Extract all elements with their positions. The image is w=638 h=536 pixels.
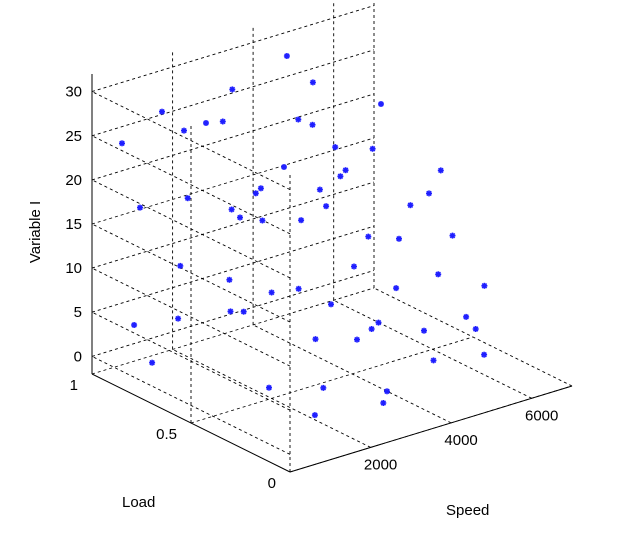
z-tick-label: 0	[74, 348, 82, 365]
data-point	[365, 233, 372, 240]
data-point	[368, 326, 375, 332]
grid-line	[91, 225, 375, 313]
data-point	[354, 336, 360, 343]
data-point	[281, 164, 287, 170]
y-tick-label: 1	[70, 377, 78, 394]
data-point	[257, 185, 264, 192]
x-tick-label: 2000	[364, 456, 397, 473]
data-point	[240, 308, 247, 315]
data-point	[137, 204, 143, 211]
data-point	[228, 206, 235, 213]
grid-lines	[91, 0, 573, 473]
data-point	[229, 86, 236, 93]
grid-line	[91, 5, 375, 93]
z-tick-label: 10	[65, 260, 82, 277]
data-point	[337, 173, 344, 180]
y-axis-line	[91, 373, 291, 473]
grid-line	[373, 287, 573, 387]
data-point	[472, 326, 479, 332]
grid-line	[91, 181, 375, 269]
data-point	[309, 121, 316, 128]
data-point	[149, 359, 156, 366]
grid-line	[172, 348, 371, 448]
data-point	[332, 144, 339, 151]
z-tick-label: 30	[65, 84, 82, 101]
data-point	[375, 319, 382, 326]
data-point	[159, 108, 165, 115]
grid-line	[91, 93, 375, 181]
z-tick-label: 5	[74, 304, 82, 321]
data-point	[259, 217, 266, 224]
data-point	[393, 285, 400, 292]
data-point	[295, 285, 302, 292]
data-point	[323, 203, 330, 210]
grid-line	[91, 287, 375, 375]
data-point	[463, 313, 470, 320]
grid-line	[91, 269, 375, 357]
data-point	[396, 235, 402, 242]
data-point	[119, 140, 125, 147]
data-point	[435, 271, 442, 278]
grid-line	[91, 135, 291, 235]
data-point	[283, 53, 290, 59]
x-tick-label: 4000	[444, 432, 477, 449]
y-axis-label: Load	[122, 494, 155, 511]
data-point	[311, 412, 318, 419]
data-point	[407, 202, 414, 209]
y-tick-label: 0	[268, 475, 276, 492]
data-point	[227, 308, 234, 315]
data-point	[378, 101, 384, 107]
data-point	[426, 190, 432, 197]
data-point	[421, 327, 427, 334]
data-point	[481, 282, 488, 289]
data-point	[380, 400, 387, 406]
z-axis-label: Variable I	[27, 201, 44, 263]
data-point	[268, 289, 275, 296]
data-point	[312, 336, 319, 343]
z-tick-label: 15	[65, 216, 82, 233]
data-point	[430, 357, 437, 364]
z-tick-label: 20	[65, 172, 82, 189]
data-point	[184, 195, 191, 202]
data-point	[175, 315, 182, 322]
data-point	[252, 190, 259, 197]
x-tick-label: 6000	[525, 407, 558, 424]
data-point	[309, 79, 316, 86]
data-point	[328, 301, 334, 308]
z-tick-label: 25	[65, 128, 82, 145]
grid-line	[91, 355, 291, 455]
data-point	[351, 263, 357, 270]
x-axis-label: Speed	[446, 502, 489, 519]
data-point	[437, 167, 444, 174]
grid-line	[91, 267, 291, 367]
data-point	[449, 232, 456, 239]
data-point	[181, 127, 187, 134]
data-point	[342, 167, 349, 174]
data-points	[119, 53, 488, 419]
data-point	[316, 186, 323, 193]
data-point	[266, 384, 272, 391]
y-tick-label: 0.5	[156, 426, 177, 443]
axes	[91, 74, 573, 473]
data-point	[298, 217, 305, 224]
grid-line	[91, 49, 375, 137]
data-point	[481, 351, 488, 358]
data-point	[237, 214, 243, 221]
data-point	[203, 120, 209, 126]
data-point	[295, 116, 302, 123]
data-point	[131, 322, 138, 328]
grid-line	[190, 336, 474, 424]
x-axis-line	[289, 385, 573, 473]
data-point	[177, 262, 184, 269]
data-point	[226, 276, 233, 283]
data-point	[369, 145, 376, 152]
grid-line	[333, 299, 532, 399]
data-point	[384, 388, 390, 395]
grid-line	[252, 324, 452, 424]
data-point	[320, 384, 327, 391]
data-point	[219, 118, 226, 125]
